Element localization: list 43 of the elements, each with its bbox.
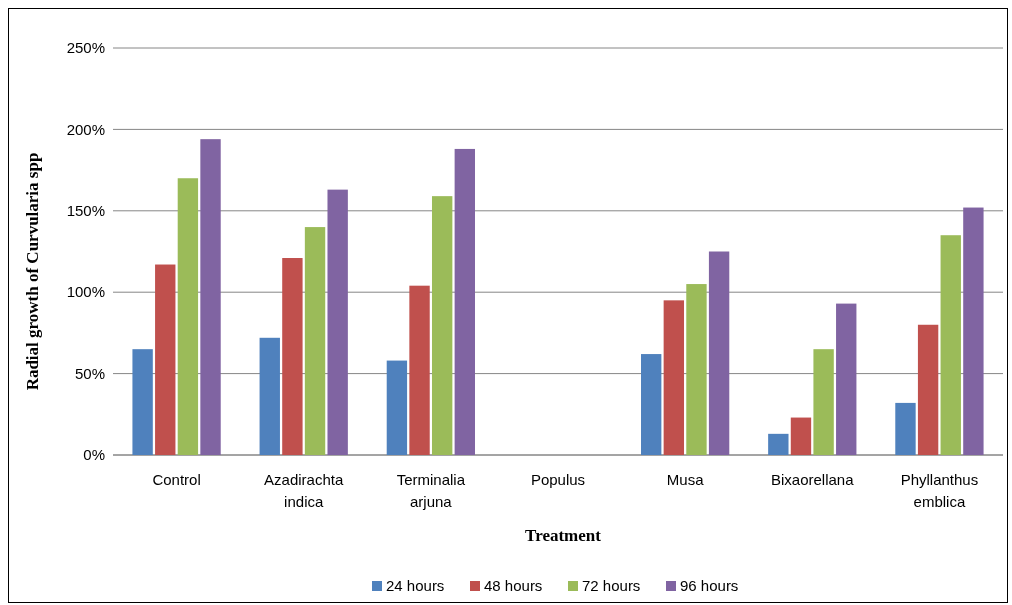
bar (836, 303, 857, 455)
bar (963, 207, 984, 455)
bar (259, 337, 280, 455)
bar (641, 354, 662, 455)
bar (708, 251, 730, 455)
bar (200, 139, 221, 455)
legend-label: 72 hours (582, 577, 641, 594)
bar (917, 324, 939, 455)
bar (663, 300, 685, 455)
bar (155, 264, 176, 455)
bar (940, 235, 961, 455)
y-tick-label: 100% (66, 283, 105, 301)
bar (304, 227, 326, 455)
y-tick-label: 200% (66, 120, 105, 138)
x-tick-label: Musa (666, 471, 705, 488)
x-tick-label: Azadirachta indica (264, 471, 344, 510)
bar (431, 196, 453, 455)
bar (790, 417, 812, 455)
x-tick-label: Terminalia arjuna (396, 471, 466, 510)
bar (327, 189, 348, 455)
x-tick-label: Populus (530, 471, 586, 488)
bar (386, 360, 408, 455)
bar (132, 349, 153, 455)
x-tick-label: Phyllanthus emblica (900, 471, 979, 510)
y-tick-label: 150% (66, 202, 105, 220)
legend-label: 96 hours (680, 577, 739, 594)
x-tick-label: Bixaorellana (771, 471, 855, 488)
y-tick-label: 0% (83, 446, 105, 464)
legend-label: 48 hours (484, 577, 543, 594)
x-axis-title: Treatment (525, 526, 602, 545)
bar (895, 402, 916, 455)
bar (686, 284, 707, 455)
bar (409, 285, 430, 455)
bar (177, 178, 199, 455)
legend-label: 24 hours (386, 577, 445, 594)
bar (768, 433, 789, 455)
y-tick-label: 250% (66, 39, 105, 57)
y-axis-title: Radial growth of Curvularia spp (23, 152, 42, 391)
y-tick-label: 50% (74, 364, 105, 382)
bar (282, 258, 303, 455)
bar (813, 349, 834, 455)
bar (454, 148, 475, 455)
x-tick-label: Control (152, 471, 201, 488)
